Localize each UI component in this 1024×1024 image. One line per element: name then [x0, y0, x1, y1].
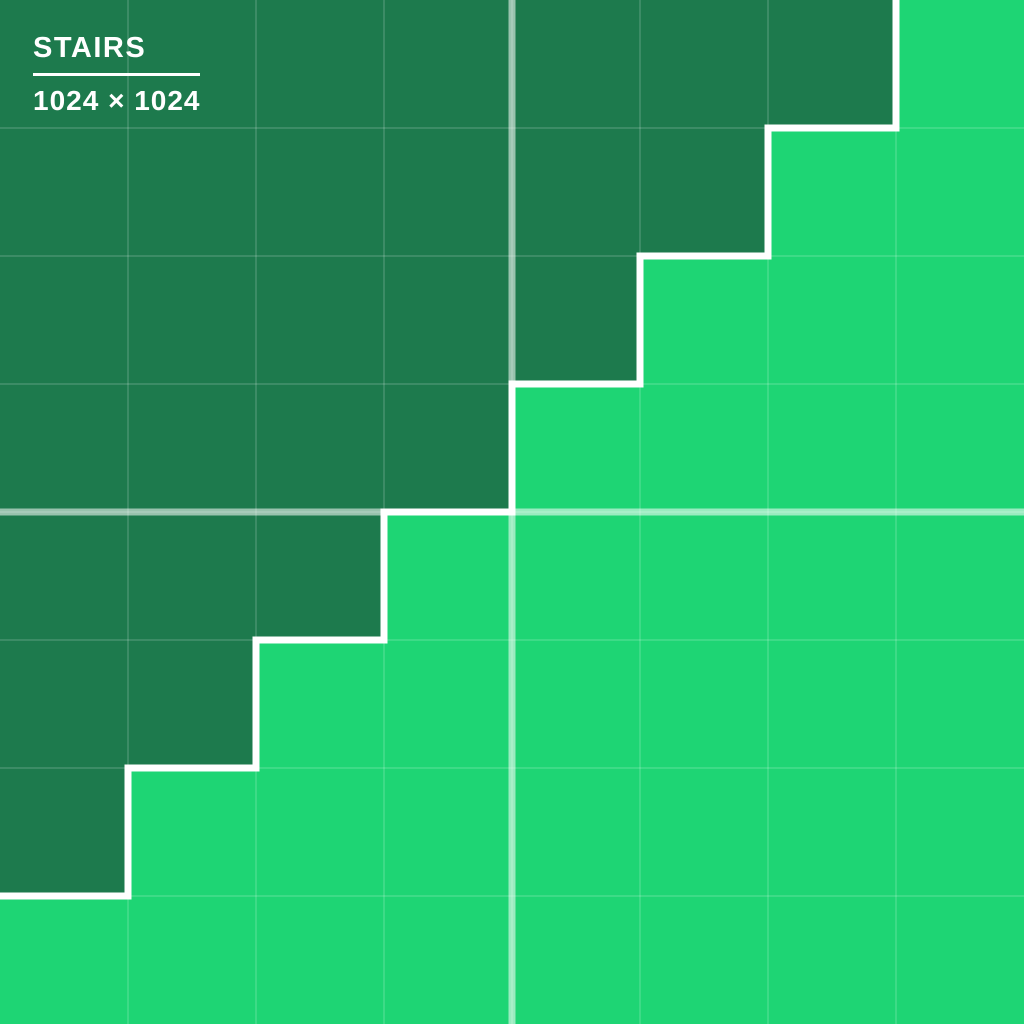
dark-green-region-row	[0, 0, 896, 128]
dark-green-region-row	[0, 128, 768, 256]
staircase-boundary-line	[0, 0, 900, 900]
dark-green-region-row	[0, 256, 640, 384]
dark-green-region-row	[0, 640, 256, 768]
image-label: STAIRS 1024 × 1024	[33, 34, 201, 115]
dark-green-region-row	[0, 512, 384, 640]
title-underline	[33, 73, 200, 76]
dark-green-region-row	[0, 384, 512, 512]
image-dimensions: 1024 × 1024	[33, 85, 201, 116]
dark-green-region-row	[0, 768, 128, 896]
image-title: STAIRS	[33, 32, 147, 64]
